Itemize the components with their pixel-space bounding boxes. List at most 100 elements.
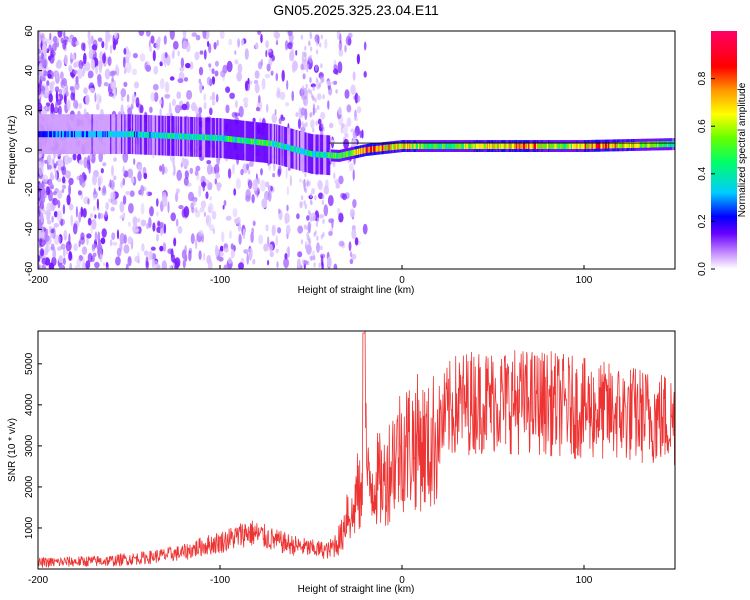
- band-core: [501, 143, 503, 149]
- noise-speckle: [205, 191, 209, 199]
- noise-speckle: [62, 84, 65, 95]
- noise-speckle: [221, 231, 225, 243]
- band-core: [307, 150, 310, 156]
- band-core: [414, 143, 417, 149]
- noise-speckle: [307, 260, 310, 266]
- noise-speckle: [220, 70, 226, 78]
- noise-speckle: [264, 73, 271, 79]
- noise-speckle: [310, 93, 314, 99]
- noise-speckle: [310, 119, 315, 129]
- band-core: [297, 147, 300, 154]
- noise-speckle: [84, 61, 91, 72]
- band-core: [445, 143, 448, 149]
- noise-speckle: [171, 98, 176, 107]
- noise-speckle: [159, 99, 163, 105]
- noise-speckle: [159, 165, 163, 172]
- band-core: [82, 131, 85, 138]
- noise-speckle: [48, 93, 53, 103]
- band-core: [521, 143, 524, 149]
- band-core: [549, 143, 551, 149]
- noise-speckle: [306, 215, 310, 221]
- band-core: [78, 131, 81, 138]
- noise-speckle: [299, 178, 302, 183]
- band-core: [47, 131, 50, 138]
- noise-speckle: [296, 213, 300, 220]
- noise-speckle: [353, 117, 359, 122]
- noise-speckle: [335, 89, 338, 94]
- band-core: [618, 142, 621, 149]
- band-core: [420, 143, 422, 149]
- noise-speckle: [265, 40, 269, 49]
- noise-speckle: [72, 69, 78, 75]
- noise-speckle: [83, 87, 88, 95]
- band-core: [149, 132, 152, 138]
- noise-speckle: [247, 179, 253, 190]
- band-core: [556, 143, 559, 149]
- band-core: [424, 143, 427, 149]
- noise-speckle: [241, 38, 244, 47]
- band-core: [341, 152, 344, 159]
- band-core: [554, 143, 557, 149]
- noise-speckle: [237, 63, 243, 74]
- band-core: [58, 131, 61, 138]
- band-core: [324, 151, 326, 158]
- noise-speckle: [234, 59, 239, 65]
- band-core: [562, 143, 564, 149]
- band-core: [95, 131, 98, 138]
- noise-speckle: [123, 244, 130, 254]
- band-core: [238, 137, 241, 144]
- noise-speckle: [42, 209, 48, 215]
- noise-speckle: [179, 66, 185, 72]
- noise-speckle: [38, 62, 43, 71]
- noise-speckle: [153, 65, 159, 75]
- band-core: [609, 142, 611, 149]
- noise-speckle: [215, 93, 219, 103]
- noise-speckle: [304, 45, 307, 51]
- noise-speckle: [215, 172, 220, 179]
- band-core: [566, 143, 569, 149]
- band-core: [645, 141, 647, 148]
- band-core: [81, 131, 84, 138]
- noise-speckle: [328, 218, 335, 224]
- noise-speckle: [202, 31, 207, 39]
- noise-speckle: [176, 91, 182, 99]
- noise-speckle: [86, 236, 89, 246]
- noise-speckle: [38, 164, 43, 177]
- band-core: [451, 143, 454, 149]
- noise-speckle: [267, 259, 270, 266]
- band-core: [258, 139, 261, 146]
- band-core: [622, 142, 624, 149]
- noise-speckle: [41, 264, 47, 269]
- band-core: [651, 141, 654, 148]
- noise-speckle: [193, 200, 197, 206]
- noise-speckle: [307, 237, 310, 243]
- noise-speckle: [318, 262, 321, 268]
- band-core: [279, 142, 282, 149]
- band-core: [371, 146, 373, 153]
- band-core: [311, 151, 313, 157]
- noise-speckle: [235, 178, 241, 190]
- band-core: [241, 137, 243, 144]
- band-core: [529, 143, 532, 149]
- noise-speckle: [181, 103, 188, 111]
- noise-speckle: [46, 209, 51, 218]
- band-core: [255, 139, 258, 145]
- noise-speckle: [113, 32, 119, 40]
- band-core: [211, 134, 214, 141]
- band-core: [318, 151, 321, 158]
- band-core: [220, 135, 223, 142]
- band-core: [631, 142, 633, 148]
- noise-speckle: [285, 167, 288, 180]
- noise-speckle: [123, 234, 127, 244]
- band-core: [557, 143, 560, 149]
- band-core: [433, 143, 436, 149]
- noise-speckle: [356, 53, 360, 65]
- noise-speckle: [248, 169, 251, 175]
- noise-speckle: [172, 40, 179, 50]
- noise-speckle: [95, 65, 98, 75]
- band-core: [104, 131, 107, 138]
- band-core: [471, 143, 474, 149]
- noise-speckle: [321, 200, 325, 205]
- band-core: [169, 132, 171, 139]
- band-core: [111, 131, 113, 138]
